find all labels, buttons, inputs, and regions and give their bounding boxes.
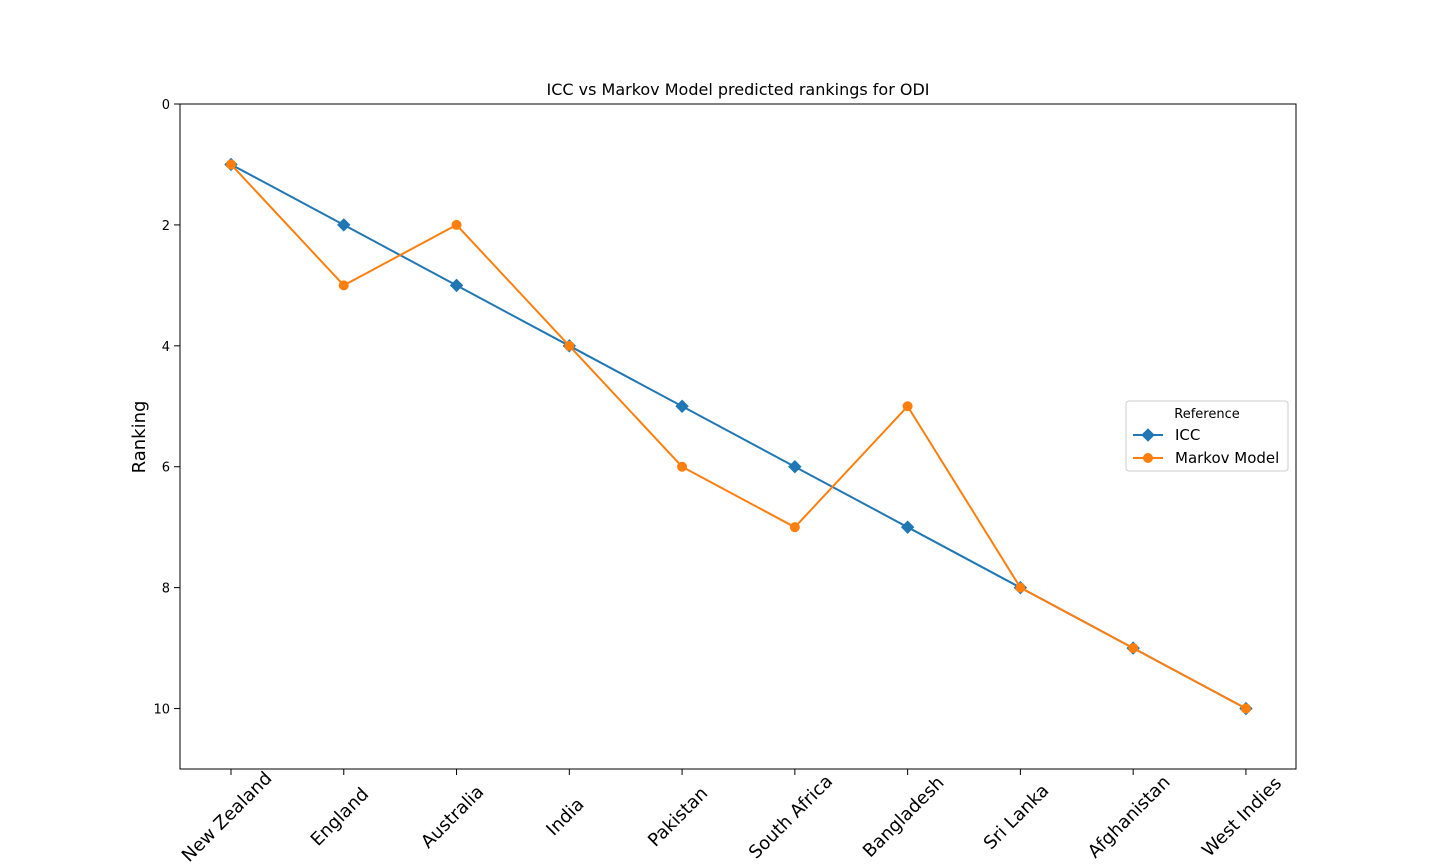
data-point [338, 280, 349, 291]
data-point [1240, 703, 1251, 714]
data-point [900, 520, 915, 534]
data-point [789, 522, 800, 533]
y-axis: 0 2 4 6 8 10 [153, 98, 180, 718]
y-tick-label: 4 [162, 340, 170, 355]
data-point [449, 278, 464, 293]
series-1 [226, 159, 1251, 714]
y-tick-label: 8 [162, 582, 170, 597]
x-tick-label: Pakistan [644, 783, 712, 851]
data-point [337, 218, 351, 232]
data-point [226, 159, 236, 170]
data-point [675, 399, 689, 413]
x-tick-label: India [542, 794, 588, 840]
series-line [230, 163, 1247, 710]
data-point [564, 340, 575, 351]
data-point [1128, 643, 1139, 654]
x-tick-label: Bangladesh [859, 772, 948, 861]
data-point [902, 401, 913, 412]
legend-marker [1143, 453, 1153, 463]
y-axis-label: Ranking [129, 401, 150, 474]
x-tick-label: South Africa [745, 771, 837, 863]
plot-area-frame [179, 103, 1297, 770]
legend-marker [1141, 428, 1155, 442]
x-tick-label: New Zealand [178, 768, 276, 864]
x-axis: New Zealand England Australia India Pakistan… [178, 768, 1286, 864]
legend-label: Markov Model [1175, 449, 1279, 467]
series-layer [224, 157, 1253, 716]
data-point [788, 460, 802, 474]
x-tick-label: England [307, 784, 374, 851]
legend: Reference ICC Markov Model [1125, 400, 1289, 472]
legend-title: Reference [1174, 407, 1239, 422]
legend-label: ICC [1175, 426, 1200, 444]
y-tick-label: 2 [162, 219, 170, 234]
legend-box [1125, 400, 1289, 472]
y-tick-label: 6 [162, 461, 170, 476]
y-tick-label: 0 [162, 98, 170, 113]
x-tick-label: Sri Lanka [980, 780, 1054, 854]
y-tick-label: 10 [153, 703, 170, 718]
series-0 [224, 157, 1253, 716]
x-tick-label: Afghanistan [1084, 772, 1175, 863]
data-point [677, 461, 688, 472]
data-point [451, 219, 462, 230]
x-tick-label: Australia [417, 782, 488, 853]
chart-title: ICC vs Markov Model predicted rankings f… [546, 80, 929, 99]
x-tick-label: West Indies [1198, 773, 1286, 861]
data-point [1015, 582, 1026, 593]
